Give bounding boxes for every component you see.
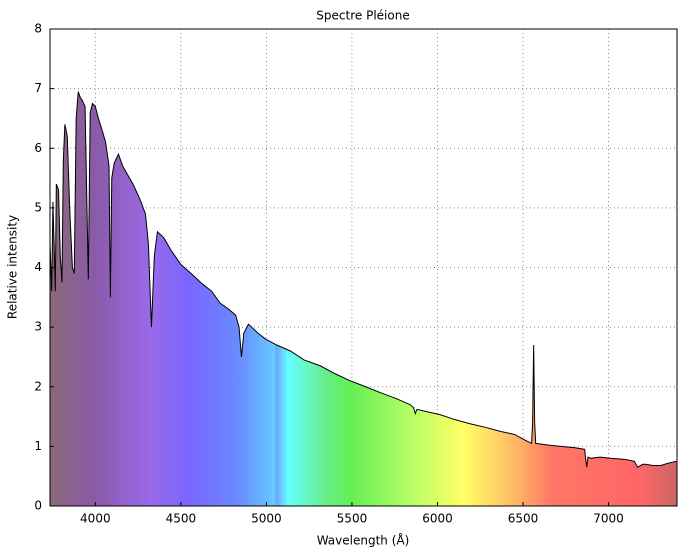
y-tick-label: 2 — [34, 379, 42, 393]
x-tick-label: 5500 — [337, 512, 368, 526]
spectrum-area — [50, 91, 677, 507]
y-tick-label: 8 — [34, 22, 42, 36]
x-tick-label: 4000 — [80, 512, 111, 526]
x-axis-label: Wavelength (Å) — [317, 533, 410, 548]
x-tick-label: 5000 — [251, 512, 282, 526]
y-tick-label: 5 — [34, 200, 42, 214]
y-tick-label: 1 — [34, 439, 42, 453]
y-tick-label: 3 — [34, 320, 42, 334]
x-tick-label: 6500 — [508, 512, 539, 526]
x-tick-label: 7000 — [593, 512, 624, 526]
y-tick-label: 6 — [34, 141, 42, 155]
x-tick-label: 4500 — [166, 512, 197, 526]
y-tick-label: 7 — [34, 81, 42, 95]
x-tick-label: 6000 — [422, 512, 453, 526]
y-tick-label: 0 — [34, 499, 42, 513]
y-tick-label: 4 — [34, 260, 42, 274]
y-axis-label: Relative intensity — [6, 215, 20, 319]
chart-title: Spectre Pléione — [316, 9, 409, 23]
spectrum-line — [49, 91, 678, 468]
